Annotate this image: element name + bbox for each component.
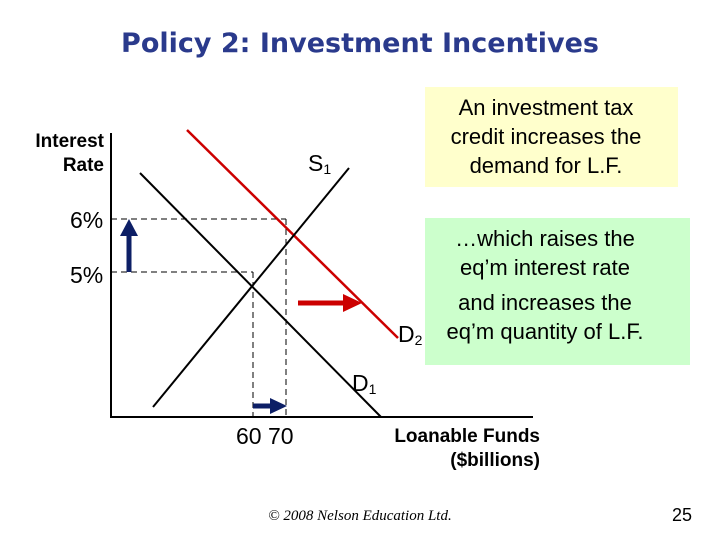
supply-curve-s1: [152, 167, 350, 408]
callout-effects-line3: and increases the: [458, 290, 632, 315]
y-axis-label-line1: Interest: [35, 131, 104, 152]
y-axis-label-line2: Rate: [62, 155, 104, 176]
callout-effects-line4: eq’m quantity of L.F.: [446, 319, 644, 344]
x-axis-label-line1: Loanable Funds: [394, 426, 540, 447]
demand-curve-d1: [139, 172, 382, 418]
slide-title: Policy 2: Investment Incentives: [121, 28, 599, 59]
rate-increase-arrow-head: [120, 219, 138, 236]
callout-effects: …which raises the eq’m interest rate and…: [425, 218, 690, 365]
x-axis-label-line2: ($billions): [450, 450, 540, 471]
callout-tax-credit-line3: demand for L.F.: [469, 153, 623, 178]
callout-tax-credit-line2: credit increases the: [450, 124, 642, 149]
y-tick-6pct: 6%: [70, 207, 104, 233]
supply-curve-label: S1: [308, 150, 332, 177]
callout-tax-credit: An investment tax credit increases the d…: [425, 87, 678, 187]
callout-effects-line2: eq’m interest rate: [460, 255, 630, 280]
x-ticks-60-70: 60 70: [236, 423, 294, 449]
demand-d1-label: D1: [352, 370, 377, 397]
demand-d2-label: D2: [398, 321, 423, 348]
callout-tax-credit-line1: An investment tax: [458, 95, 634, 120]
demand-curve-d2: [186, 129, 399, 339]
copyright-footer: © 2008 Nelson Education Ltd.: [268, 508, 452, 524]
demand-shift-arrow-head: [343, 294, 362, 312]
y-axis-label: Interest Rate: [20, 130, 104, 178]
callout-effects-line1: …which raises the: [455, 226, 635, 251]
page-number: 25: [671, 505, 692, 525]
x-axis-label: Loanable Funds ($billions): [350, 425, 540, 473]
y-tick-5pct: 5%: [70, 262, 104, 288]
quantity-increase-arrow-head: [270, 398, 287, 414]
